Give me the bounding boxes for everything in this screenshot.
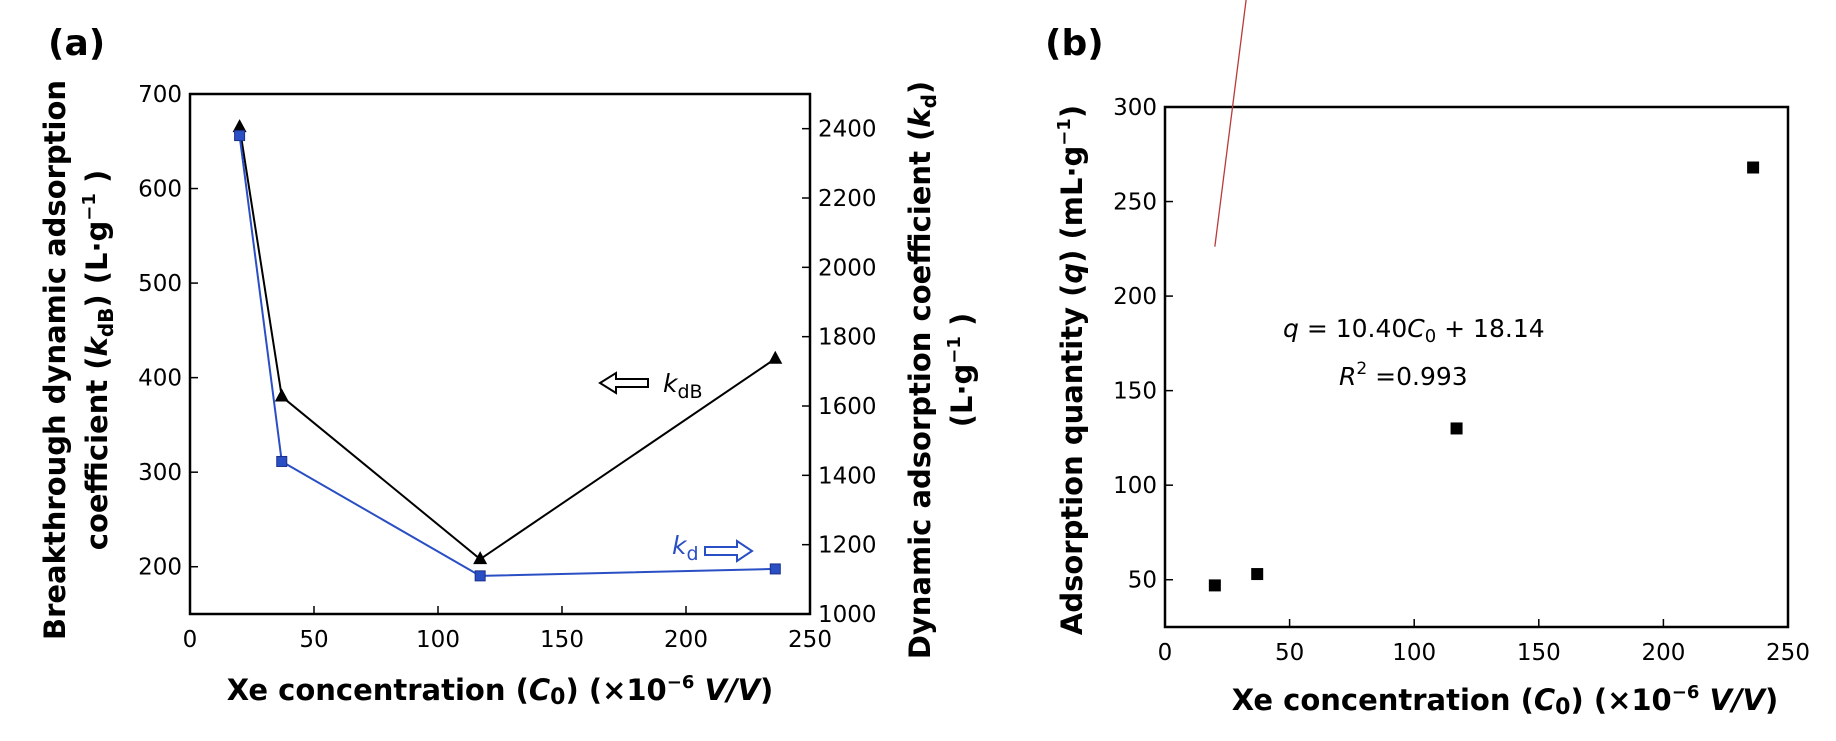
svg-text:kd: kd <box>672 531 699 565</box>
y-left-tick-label-a: 700 <box>138 82 182 108</box>
y-right-tick-label-a: 1200 <box>818 533 877 559</box>
chart-b: (b) 0 50 100 150 200 250 50 100 150 200 250 300 q … <box>1045 0 1810 720</box>
series-group-a <box>232 119 783 582</box>
y-axis-ticks-b: 50 100 150 200 250 300 <box>1113 95 1173 594</box>
x-axis-title-b: Xe concentration (C0) (×10−6 V/V) <box>1232 682 1778 720</box>
plot-frame-b <box>1163 105 1790 629</box>
y-axis-left-title-line1: Breakthrough dynamic adsorption <box>38 80 72 640</box>
y-axis-right-title-line1: Dynamic adsorption coefficient (kd) <box>903 81 941 659</box>
data-point <box>1208 579 1221 592</box>
y-tick-label-b: 50 <box>1128 568 1157 594</box>
data-point <box>1251 568 1264 581</box>
y-tick-label-b: 100 <box>1113 473 1157 499</box>
point-marker-kdB <box>274 388 289 402</box>
point-marker-kd <box>474 570 486 582</box>
annotation-kd: kd <box>672 531 754 565</box>
y-axis-left-title-line2: coefficient (kdB) (L·g−1 ) <box>79 170 118 550</box>
x-tick-label-a: 100 <box>416 627 460 653</box>
fit-r-squared: R2 =0.993 <box>1339 359 1468 391</box>
x-tick-label-a: 50 <box>299 627 328 653</box>
y-right-tick-label-a: 1600 <box>818 394 877 420</box>
series-line-kdB <box>238 126 776 561</box>
chart-a: (a) 0 50 100 150 200 250 200 300 400 500 600 700 1… <box>38 23 979 710</box>
annotation-kdB-main: k <box>663 369 679 398</box>
panel-label-b: (b) <box>1045 23 1104 64</box>
x-tick-label-b: 100 <box>1392 640 1436 666</box>
x-tick-label-a: 0 <box>183 627 198 653</box>
y-tick-label-b: 300 <box>1113 95 1157 121</box>
y-right-tick-label-a: 2200 <box>818 186 877 212</box>
x-tick-label-b: 50 <box>1275 640 1304 666</box>
point-marker-kdB <box>768 350 783 364</box>
y-tick-label-b: 200 <box>1113 284 1157 310</box>
arrow-left-icon <box>598 371 649 395</box>
y-left-tick-label-a: 400 <box>138 366 182 392</box>
annotation-kd-main: k <box>672 531 688 560</box>
plot-frame-a <box>188 92 812 616</box>
y-axis-left-ticks-a: 200 300 400 500 600 700 <box>138 82 198 581</box>
annotation-kdB: kdB <box>598 369 703 403</box>
y-tick-label-b: 150 <box>1113 379 1157 405</box>
svg-text:kdB: kdB <box>663 369 703 403</box>
point-marker-kdB <box>473 551 488 565</box>
y-right-tick-label-a: 1000 <box>818 602 877 628</box>
annotation-kdB-sub: dB <box>677 381 702 403</box>
series-group-b <box>1208 0 1760 592</box>
y-tick-label-b: 250 <box>1113 190 1157 216</box>
x-tick-label-a: 150 <box>540 627 584 653</box>
x-axis-ticks-a: 0 50 100 150 200 250 <box>183 606 832 653</box>
x-tick-label-a: 200 <box>664 627 708 653</box>
y-right-tick-label-a: 2400 <box>818 117 877 143</box>
x-tick-label-b: 0 <box>1158 640 1173 666</box>
fit-equation: q = 10.40C0 + 18.14 <box>1283 314 1545 347</box>
point-marker-kdB <box>232 119 247 133</box>
arrow-right-icon <box>704 539 754 563</box>
x-tick-label-b: 150 <box>1517 640 1561 666</box>
x-tick-label-b: 250 <box>1766 640 1810 666</box>
y-right-tick-label-a: 1800 <box>818 325 877 351</box>
y-left-tick-label-a: 200 <box>138 555 182 581</box>
series-line-kd <box>238 135 776 577</box>
y-left-tick-label-a: 500 <box>138 271 182 297</box>
point-marker-kd <box>769 563 781 575</box>
y-left-tick-label-a: 300 <box>138 460 182 486</box>
x-axis-title-a: Xe concentration (C0) (×10−6 V/V) <box>227 672 773 710</box>
panel-label-a: (a) <box>48 23 105 64</box>
point-marker-kd <box>234 130 246 142</box>
y-axis-right-ticks-a: 1000 1200 1400 1600 1800 2000 2200 2400 <box>802 117 877 628</box>
y-right-tick-label-a: 1400 <box>818 463 877 489</box>
data-point <box>1450 422 1463 435</box>
data-point <box>1747 161 1760 174</box>
y-axis-title-b: Adsorption quantity (q) (mL·g−1) <box>1054 105 1089 635</box>
y-left-tick-label-a: 600 <box>138 177 182 203</box>
x-axis-ticks-b: 0 50 100 150 200 250 <box>1158 619 1810 666</box>
point-marker-kd <box>276 455 288 467</box>
annotation-kd-sub: d <box>686 543 698 565</box>
x-tick-label-a: 250 <box>788 627 832 653</box>
x-tick-label-b: 200 <box>1641 640 1685 666</box>
fit-line <box>1214 0 1247 247</box>
y-right-tick-label-a: 2000 <box>818 255 877 281</box>
y-axis-right-title-line2: (L·g−1 ) <box>944 313 979 427</box>
